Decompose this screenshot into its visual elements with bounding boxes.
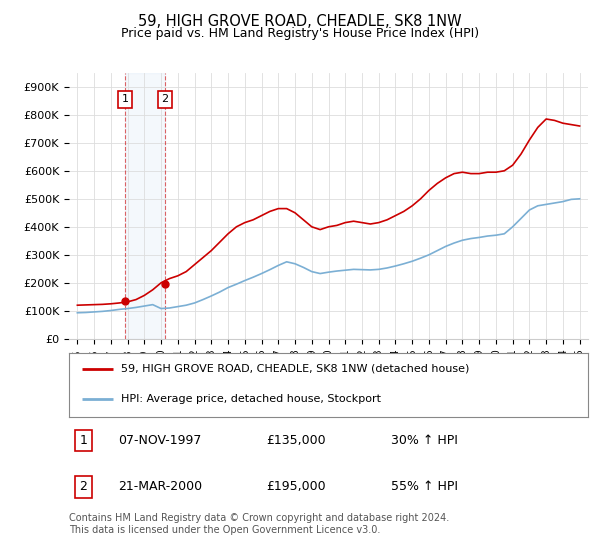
Text: 59, HIGH GROVE ROAD, CHEADLE, SK8 1NW: 59, HIGH GROVE ROAD, CHEADLE, SK8 1NW	[138, 14, 462, 29]
Text: 21-MAR-2000: 21-MAR-2000	[118, 480, 202, 493]
Text: 1: 1	[80, 434, 88, 447]
Text: £135,000: £135,000	[266, 434, 326, 447]
Text: 30% ↑ HPI: 30% ↑ HPI	[391, 434, 458, 447]
Text: 07-NOV-1997: 07-NOV-1997	[118, 434, 202, 447]
Text: Contains HM Land Registry data © Crown copyright and database right 2024.
This d: Contains HM Land Registry data © Crown c…	[69, 513, 449, 535]
Bar	[125, 73, 165, 339]
Text: 59, HIGH GROVE ROAD, CHEADLE, SK8 1NW (detached house): 59, HIGH GROVE ROAD, CHEADLE, SK8 1NW (d…	[121, 364, 469, 374]
Text: 55% ↑ HPI: 55% ↑ HPI	[391, 480, 458, 493]
Text: 2: 2	[161, 95, 169, 104]
Text: 1: 1	[122, 95, 128, 104]
Text: HPI: Average price, detached house, Stockport: HPI: Average price, detached house, Stoc…	[121, 394, 381, 404]
Text: 2: 2	[80, 480, 88, 493]
Text: £195,000: £195,000	[266, 480, 326, 493]
Text: Price paid vs. HM Land Registry's House Price Index (HPI): Price paid vs. HM Land Registry's House …	[121, 27, 479, 40]
